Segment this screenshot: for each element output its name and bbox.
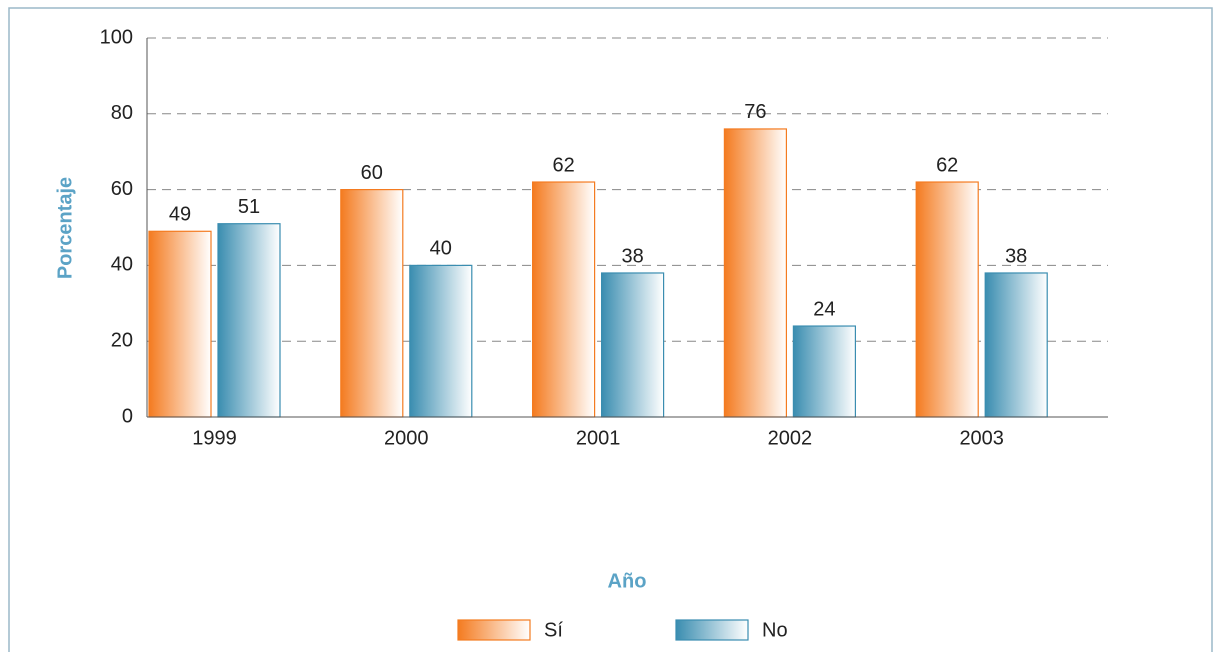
y-tick-label: 0 <box>122 405 133 427</box>
bar <box>600 272 665 418</box>
legend-swatch <box>457 619 531 641</box>
bar <box>984 272 1048 418</box>
value-label: 60 <box>361 162 383 184</box>
value-label: 49 <box>169 204 191 226</box>
legend-label: Sí <box>544 619 563 641</box>
legend-swatch <box>675 619 749 641</box>
bar <box>148 230 212 418</box>
frame <box>8 7 1213 652</box>
y-tick-label: 60 <box>111 178 133 200</box>
bar <box>340 189 404 418</box>
x-tick-label: 2001 <box>576 427 621 449</box>
x-tick-label: 1999 <box>192 427 237 449</box>
value-label: 38 <box>1005 245 1027 267</box>
value-label: 38 <box>621 245 643 267</box>
value-label: 62 <box>552 154 574 176</box>
bar <box>217 223 281 418</box>
value-label: 62 <box>936 154 958 176</box>
bar <box>792 325 857 418</box>
value-label: 76 <box>744 101 766 123</box>
x-tick-label: 2002 <box>768 427 813 449</box>
x-axis-title: Año <box>608 570 647 592</box>
x-tick-label: 2000 <box>384 427 429 449</box>
y-tick-label: 100 <box>100 26 133 48</box>
bar <box>915 181 979 418</box>
legend-label: No <box>762 619 788 641</box>
x-tick-label: 2003 <box>959 427 1004 449</box>
value-label: 24 <box>813 298 835 320</box>
y-tick-label: 40 <box>111 254 133 276</box>
y-tick-label: 20 <box>111 329 133 351</box>
bar <box>531 181 596 418</box>
y-tick-label: 80 <box>111 102 133 124</box>
y-axis-title: Porcentaje <box>54 177 76 279</box>
value-label: 40 <box>430 238 452 260</box>
value-label: 51 <box>238 196 260 218</box>
bar <box>409 264 473 418</box>
bar <box>723 128 788 418</box>
